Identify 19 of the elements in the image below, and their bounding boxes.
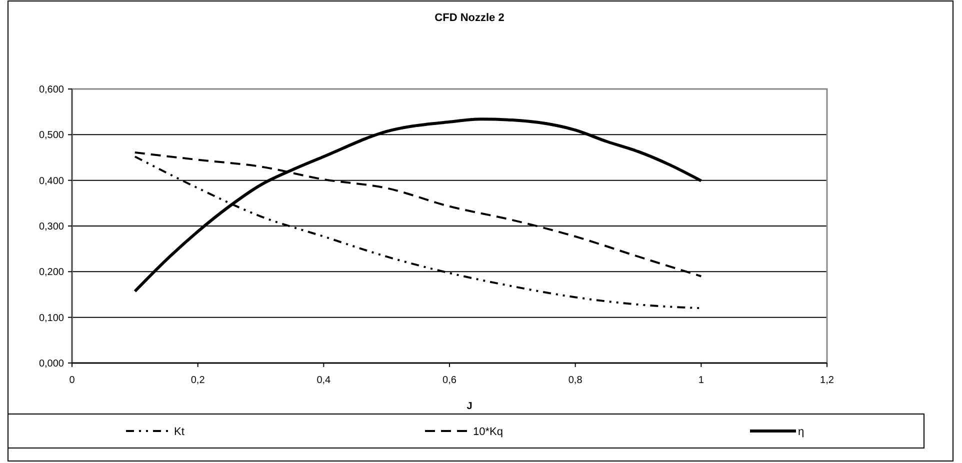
x-tick-label: 1 xyxy=(698,375,704,386)
x-tick-label: 0,8 xyxy=(568,375,583,386)
legend-label: η xyxy=(798,426,804,438)
x-axis-title: J xyxy=(466,401,472,412)
chart-title: CFD Nozzle 2 xyxy=(434,12,504,24)
legend-label: Kt xyxy=(174,426,184,438)
legend-label: 10*Kq xyxy=(473,426,503,438)
y-tick-label: 0,200 xyxy=(38,267,64,278)
x-tick-label: 0,2 xyxy=(190,375,206,386)
x-tick-label: 0 xyxy=(69,375,76,386)
y-tick-label: 0,600 xyxy=(38,84,64,96)
y-tick-label: 0,500 xyxy=(38,130,64,142)
y-tick-label: 0,300 xyxy=(38,222,64,232)
y-tick-label: 0,000 xyxy=(38,358,64,370)
y-tick-label: 0,100 xyxy=(38,312,64,324)
y-tick-label: 0,400 xyxy=(38,176,64,187)
x-tick-label: 1,2 xyxy=(820,375,834,386)
x-tick-label: 0,4 xyxy=(316,375,332,386)
x-tick-label: 0,6 xyxy=(442,375,457,386)
